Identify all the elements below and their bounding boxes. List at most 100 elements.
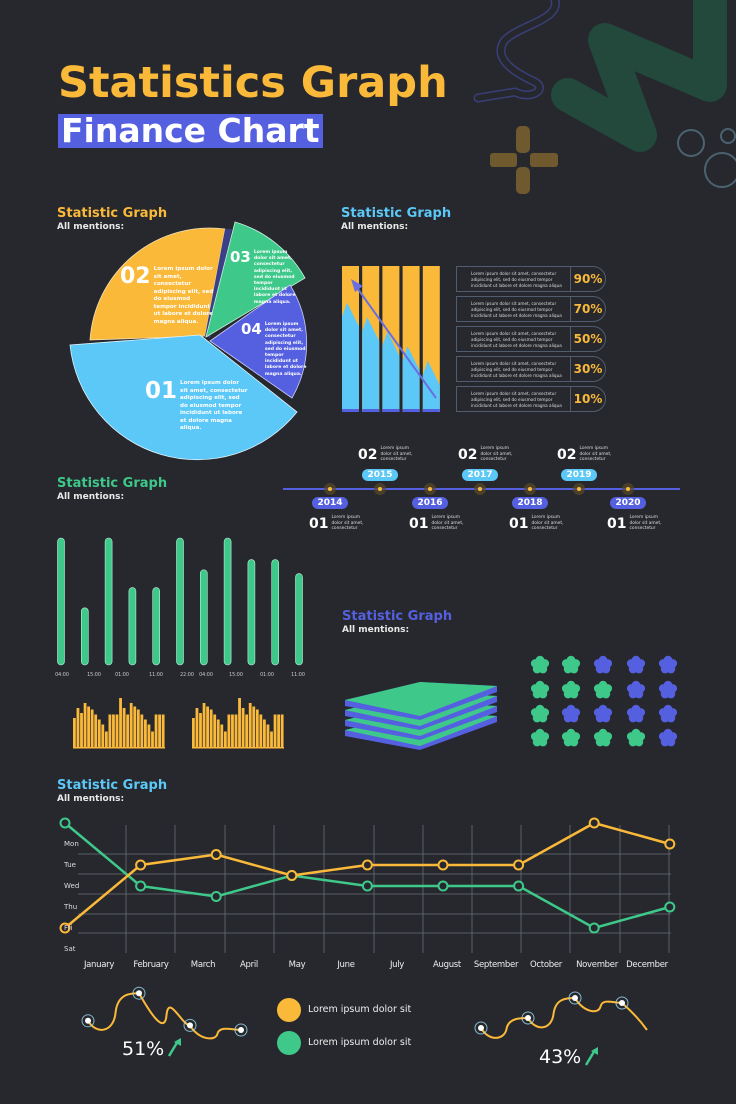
pie-label-02: 02 xyxy=(120,264,151,289)
x-tick-label: August xyxy=(433,960,461,970)
mini-bar xyxy=(87,706,90,748)
percent-box: Lorem ipsum dolor sit amet, consectetur … xyxy=(456,386,606,412)
mini-bar xyxy=(136,709,140,748)
flower-center xyxy=(663,733,673,743)
y-tick-label: Thu xyxy=(64,903,78,911)
mini-bar xyxy=(216,719,220,748)
timeline-dot xyxy=(626,487,630,491)
pie-text-04: Lorem ipsum dolor sit amet, consectetur … xyxy=(264,322,307,377)
pie-note-02: 02 Lorem ipsum dolor sit amet, consectet… xyxy=(120,266,214,326)
section-subtitle: All mentions: xyxy=(342,625,410,635)
bar xyxy=(200,569,208,666)
bar-tick-label: 04:00 xyxy=(199,673,213,678)
column-base xyxy=(342,409,359,412)
column-base xyxy=(422,409,440,412)
percent-box-text: Lorem ipsum dolor sit amet, consectetur … xyxy=(471,331,562,348)
flower-icon xyxy=(626,655,646,674)
mini-bar xyxy=(231,714,234,748)
section-title: Statistic Graph xyxy=(342,609,453,624)
flower-icon xyxy=(593,680,613,699)
bar xyxy=(104,537,113,666)
line-point xyxy=(664,901,676,913)
sparkline-point-glow xyxy=(183,1018,197,1032)
sparkline-point xyxy=(85,1017,91,1024)
flower-center xyxy=(535,733,545,743)
page-title: Statistics Graph xyxy=(58,58,448,108)
column-base xyxy=(382,409,400,412)
flower-icon xyxy=(530,655,550,674)
percent-value: 50% xyxy=(570,327,605,351)
squiggle-decoration-inner xyxy=(475,0,559,101)
mini-bar-baseline xyxy=(192,747,284,749)
flower-icon xyxy=(658,655,678,674)
mini-bar xyxy=(241,708,245,748)
column-fill xyxy=(382,331,400,412)
year-pill: 2016 xyxy=(412,497,448,509)
timeline-text: Lorem ipsum dolor sit amet, consectetur xyxy=(331,515,364,532)
line-point xyxy=(361,880,373,892)
bar-tick-label: 01:00 xyxy=(260,673,274,678)
mini-bar xyxy=(144,719,147,748)
sparkline-point-glow xyxy=(615,996,629,1010)
bar xyxy=(247,559,256,666)
timeline-dot xyxy=(528,487,532,491)
mini-bar xyxy=(263,719,266,748)
timeline-note: 01 Lorem ipsum dolor sit amet, consectetu… xyxy=(607,515,665,532)
flower-center xyxy=(598,685,608,695)
timeline-text: Lorem ipsum dolor sit amet, consectetur xyxy=(480,446,513,463)
x-tick-label: November xyxy=(576,960,618,970)
bar-tick-label: 11:00 xyxy=(149,673,163,678)
sparkline xyxy=(87,992,242,1040)
pie-text-01: Lorem ipsum dolor sit amet, consectetur … xyxy=(180,380,248,432)
y-tick-label: Sat xyxy=(64,945,76,953)
flower-center xyxy=(566,709,576,719)
timeline-text: Lorem ipsum dolor sit amet, consectetur xyxy=(629,515,662,532)
section-subtitle: All mentions: xyxy=(341,222,409,232)
bar-tick-label: 15:00 xyxy=(87,673,101,678)
x-tick-label: December xyxy=(626,960,668,970)
mini-bar xyxy=(223,731,227,748)
flower-center xyxy=(631,685,641,695)
mini-bar xyxy=(76,708,80,748)
flower-center xyxy=(535,660,545,670)
sparkline-point xyxy=(525,1015,531,1021)
mini-bar xyxy=(112,714,115,748)
percent-box-text: Lorem ipsum dolor sit amet, consectetur … xyxy=(471,271,562,288)
mini-bar xyxy=(80,713,83,748)
circles-decoration xyxy=(677,128,736,188)
timeline-number: 01 xyxy=(309,515,329,532)
mini-bar xyxy=(83,703,87,748)
section-title: Statistic Graph xyxy=(57,476,168,491)
timeline-dot xyxy=(478,487,482,491)
x-tick-label: September xyxy=(473,960,519,970)
sparkline-point xyxy=(187,1022,193,1029)
sparkline-point-glow xyxy=(132,986,146,1000)
timeline-number: 01 xyxy=(409,515,429,532)
bar-tick-label: 11:00 xyxy=(291,673,305,678)
percent-box: Lorem ipsum dolor sit amet, consectetur … xyxy=(456,266,606,292)
legend-label: Lorem ipsum dolor sit xyxy=(308,1004,412,1015)
flower-center xyxy=(598,733,608,743)
flower-center xyxy=(535,685,545,695)
timeline-number: 02 xyxy=(557,446,577,463)
layer-top xyxy=(345,682,497,716)
timeline xyxy=(283,483,680,495)
arrow-up-icon xyxy=(167,1040,180,1057)
y-tick-label: Fri xyxy=(64,924,73,932)
bar xyxy=(57,537,65,666)
arrow-head-icon xyxy=(351,279,363,292)
percent-value: 30% xyxy=(570,357,605,381)
year-pill: 2018 xyxy=(512,497,548,509)
arrow-up-icon-head xyxy=(174,1038,181,1046)
mini-bar xyxy=(147,724,151,748)
mini-bar xyxy=(202,703,206,748)
y-tick-label: Mon xyxy=(64,840,79,848)
timeline-note: 01 Lorem ipsum dolor sit amet, consectetu… xyxy=(509,515,567,532)
pie-note-04: 04 Lorem ipsum dolor sit amet, consectet… xyxy=(241,322,309,378)
mini-bar xyxy=(108,714,112,748)
mini-bar xyxy=(115,714,119,748)
bar xyxy=(223,537,232,666)
decorations xyxy=(473,0,736,194)
line-point xyxy=(210,891,222,902)
